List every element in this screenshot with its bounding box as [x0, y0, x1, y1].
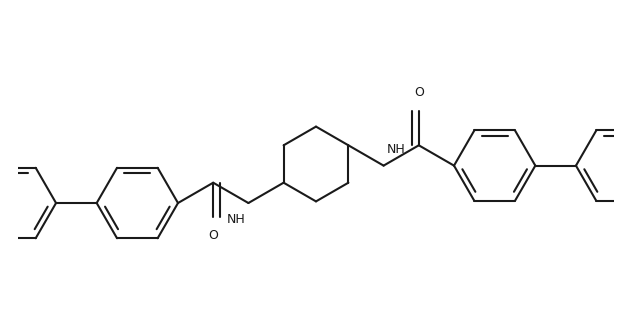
- Text: O: O: [209, 229, 218, 242]
- Text: NH: NH: [227, 213, 246, 226]
- Text: NH: NH: [386, 143, 405, 156]
- Text: O: O: [414, 86, 423, 99]
